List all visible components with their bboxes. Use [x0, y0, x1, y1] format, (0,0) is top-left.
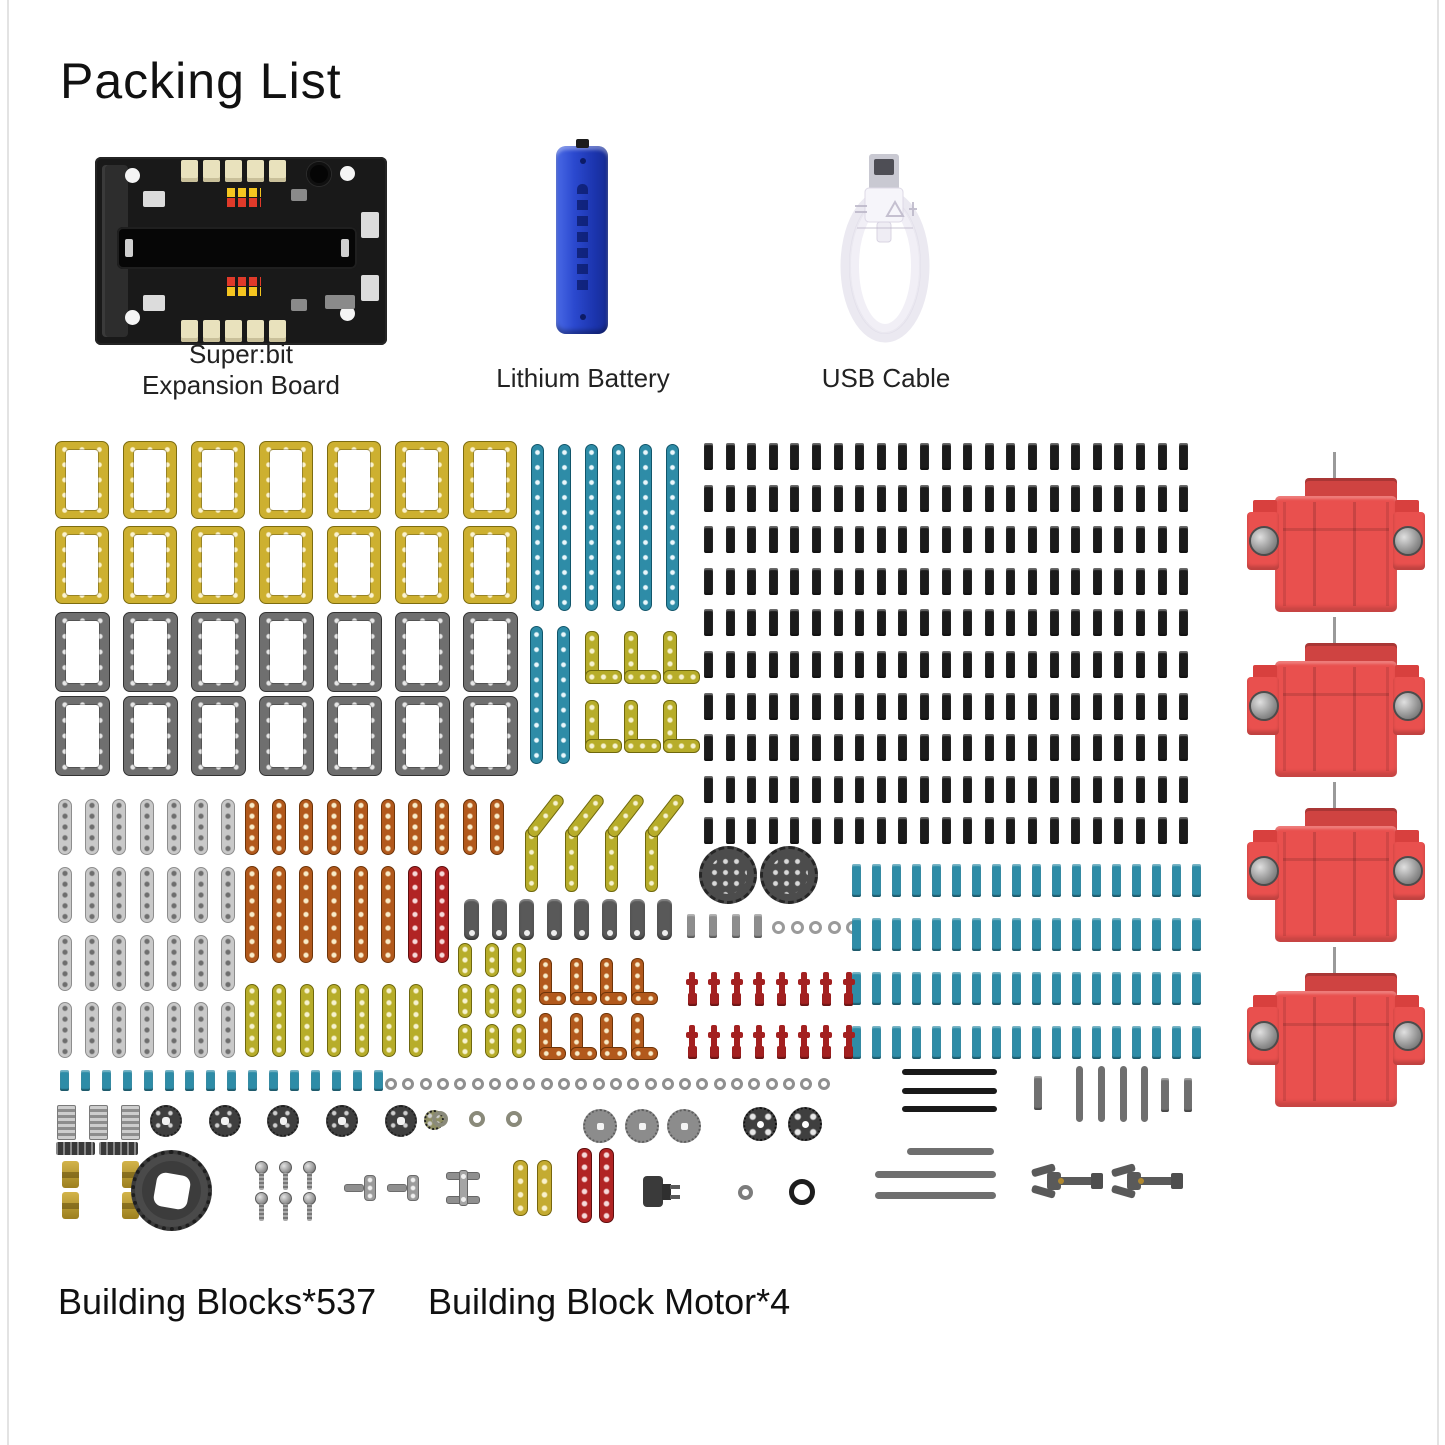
board-label-line2: Expansion Board	[141, 370, 341, 400]
servo-connector	[203, 320, 220, 342]
usb-cable-image	[833, 150, 937, 346]
servo-connector	[181, 160, 198, 182]
white-connector	[143, 295, 165, 311]
lithium-battery-image	[556, 139, 608, 334]
battery-terminal	[576, 139, 589, 148]
board-label-line1: Super:bit	[188, 339, 294, 369]
board-mount-hole	[340, 306, 355, 321]
side-connector	[361, 212, 379, 238]
blocks-total-label: Building Blocks*537	[58, 1281, 377, 1322]
servo-connector	[225, 160, 242, 182]
motors-total-label: Building Block Motor*4	[428, 1281, 791, 1322]
usb-cable-drawing	[840, 154, 930, 343]
expansion-board-image	[95, 157, 387, 345]
chip	[291, 299, 307, 311]
power-switch	[325, 295, 355, 309]
servo-connector	[269, 320, 286, 342]
battery-brand-print	[577, 184, 588, 296]
battery-dot	[580, 158, 586, 164]
servo-connector	[203, 160, 220, 182]
battery-label: Lithium Battery	[496, 363, 670, 393]
header-pins-yellow	[227, 287, 261, 296]
white-connector	[143, 191, 165, 207]
buzzer	[307, 162, 331, 186]
right-edge-line	[1437, 0, 1439, 1445]
battery-clip	[341, 239, 349, 257]
battery-clip	[125, 239, 133, 257]
side-connector	[361, 275, 379, 301]
chip	[291, 189, 307, 201]
servo-connector	[181, 320, 198, 342]
board-mount-hole	[125, 168, 140, 183]
header-pins-red	[227, 198, 261, 207]
servo-connector	[225, 320, 242, 342]
board-label: Super:bit Expansion Board	[95, 339, 387, 401]
left-edge-line	[7, 0, 9, 1445]
battery-dot	[580, 314, 586, 320]
header-pins-red	[227, 277, 261, 286]
servo-connector	[247, 320, 264, 342]
board-battery-bay	[117, 227, 357, 269]
header-pins-yellow	[227, 188, 261, 197]
board-mount-hole	[125, 310, 140, 325]
board-mount-hole	[340, 166, 355, 181]
servo-connector	[269, 160, 286, 182]
page-title: Packing List	[60, 53, 342, 109]
servo-connector	[247, 160, 264, 182]
usb-label: USB Cable	[821, 363, 951, 393]
